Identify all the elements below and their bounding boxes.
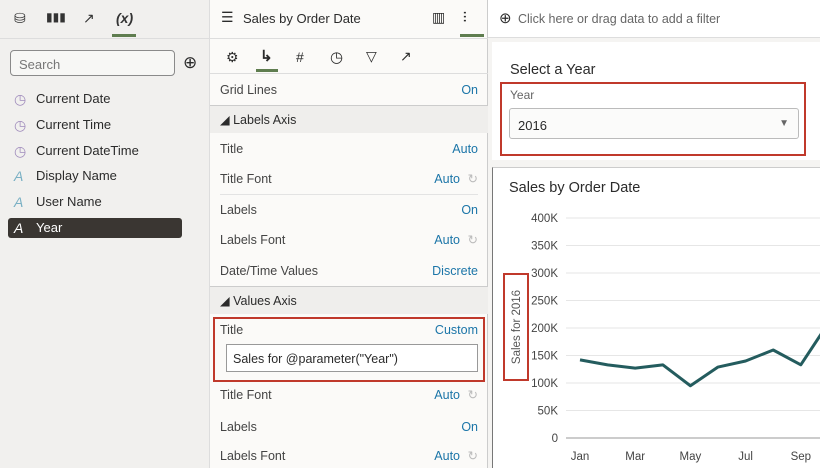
y-tick-label: 400K bbox=[531, 213, 558, 225]
row-value[interactable]: On bbox=[461, 413, 478, 441]
x-tick-label: Jan bbox=[571, 451, 590, 463]
text-param-icon: A bbox=[14, 218, 23, 238]
y-tick-label: 0 bbox=[552, 433, 558, 445]
row-label: Date/Time Values bbox=[220, 264, 318, 278]
row-value[interactable]: Discrete bbox=[432, 257, 478, 285]
item-label: Display Name bbox=[36, 168, 117, 183]
x-tick-label: Jul bbox=[738, 451, 753, 463]
analytics-icon[interactable]: ↗ bbox=[400, 48, 412, 65]
section-values-axis[interactable]: ◢ Values Axis bbox=[210, 286, 488, 314]
title-row[interactable]: Title Auto bbox=[220, 135, 478, 163]
bar-chart-icon[interactable]: ▮▮▮ bbox=[46, 10, 66, 24]
row-label: Grid Lines bbox=[220, 83, 277, 97]
text-param-icon: A bbox=[14, 166, 23, 186]
grid-lines-row[interactable]: Grid Lines On bbox=[220, 76, 478, 104]
database-icon[interactable]: ⛁ bbox=[14, 10, 26, 27]
reset-icon[interactable]: ↻ bbox=[468, 165, 478, 193]
item-label: Current Date bbox=[36, 91, 110, 106]
x-tick-label: Sep bbox=[791, 451, 811, 463]
row-label: Title bbox=[220, 142, 243, 156]
row-value[interactable]: Auto bbox=[434, 442, 460, 470]
filter-icon[interactable]: ▽ bbox=[366, 48, 377, 65]
row-value[interactable]: On bbox=[461, 76, 478, 104]
item-label: Year bbox=[36, 220, 62, 235]
data-panel: ⛁ ▮▮▮ ↗ (x) Search ⊕ ◷ Current Date ◷ Curr… bbox=[0, 0, 210, 468]
values-title-row[interactable]: Title Custom bbox=[220, 316, 478, 344]
item-label: User Name bbox=[36, 194, 102, 209]
row-value[interactable]: Auto bbox=[452, 135, 478, 163]
line-chart-icon: ☰ bbox=[221, 9, 234, 26]
row-value[interactable]: Auto bbox=[434, 165, 460, 193]
clock-param-icon: ◷ bbox=[14, 141, 26, 161]
values-labels-font-row[interactable]: Labels Font Auto ↻ bbox=[220, 442, 478, 470]
title-font-row[interactable]: Title Font Auto ↻ bbox=[220, 165, 478, 193]
list-item-selected[interactable]: A Year bbox=[8, 218, 182, 238]
y-tick-label: 50K bbox=[538, 406, 559, 418]
list-item[interactable]: ◷ Current Time bbox=[8, 115, 182, 135]
reset-icon[interactable]: ↻ bbox=[468, 226, 478, 254]
row-label: Labels bbox=[220, 420, 257, 434]
axis-icon[interactable]: ↳ bbox=[260, 47, 273, 65]
properties-icon[interactable]: ⫶ bbox=[463, 9, 467, 26]
section-title: Labels Axis bbox=[233, 113, 296, 127]
variable-icon[interactable]: (x) bbox=[116, 10, 133, 26]
row-value[interactable]: Custom bbox=[435, 316, 478, 344]
values-title-font-row[interactable]: Title Font Auto ↻ bbox=[220, 381, 478, 409]
row-value[interactable]: Auto bbox=[434, 381, 460, 409]
properties-panel: ☰ Sales by Order Date ▥ ⫶ ⚙ ↳ # ◷ ▽ ↗ Gr… bbox=[210, 0, 488, 468]
list-item[interactable]: ◷ Current DateTime bbox=[8, 141, 182, 161]
search-input[interactable]: Search bbox=[10, 50, 175, 76]
clock-param-icon: ◷ bbox=[14, 89, 26, 109]
values-labels-row[interactable]: Labels On bbox=[220, 413, 478, 441]
item-label: Current DateTime bbox=[36, 143, 139, 158]
reset-icon[interactable]: ↻ bbox=[468, 381, 478, 409]
datetime-values-row[interactable]: Date/Time Values Discrete bbox=[220, 257, 478, 285]
gear-icon[interactable]: ⚙ bbox=[226, 49, 239, 66]
clock-param-icon: ◷ bbox=[14, 115, 26, 135]
text-param-icon: A bbox=[14, 192, 23, 212]
row-label: Labels bbox=[220, 203, 257, 217]
number-format-icon[interactable]: # bbox=[296, 49, 304, 65]
y-tick-label: 250K bbox=[531, 296, 558, 308]
values-title-input[interactable]: Sales for @parameter("Year") bbox=[226, 344, 478, 372]
viz-title: Sales by Order Date bbox=[243, 11, 361, 26]
canvas: ⊕ Click here or drag data to add a filte… bbox=[488, 0, 820, 468]
labels-font-row[interactable]: Labels Font Auto ↻ bbox=[220, 226, 478, 254]
x-tick-label: May bbox=[680, 451, 702, 463]
list-item[interactable]: A User Name bbox=[8, 192, 182, 212]
item-label: Current Time bbox=[36, 117, 111, 132]
row-label: Title bbox=[220, 323, 243, 337]
row-label: Labels Font bbox=[220, 233, 285, 247]
clock-icon[interactable]: ◷ bbox=[330, 48, 343, 66]
row-value[interactable]: On bbox=[461, 196, 478, 224]
list-item[interactable]: ◷ Current Date bbox=[8, 89, 182, 109]
row-label: Labels Font bbox=[220, 449, 285, 463]
section-title: Values Axis bbox=[233, 294, 297, 308]
x-tick-label: Mar bbox=[625, 451, 645, 463]
labels-row[interactable]: Labels On bbox=[220, 196, 478, 224]
add-icon[interactable]: ⊕ bbox=[183, 53, 197, 73]
row-label: Title Font bbox=[220, 388, 272, 402]
trend-icon[interactable]: ↗ bbox=[83, 10, 95, 27]
y-tick-label: 100K bbox=[531, 378, 558, 390]
y-tick-label: 350K bbox=[531, 241, 558, 253]
y-tick-label: 200K bbox=[531, 323, 558, 335]
list-item[interactable]: A Display Name bbox=[8, 166, 182, 186]
sales-series-line bbox=[580, 323, 820, 386]
reset-icon[interactable]: ↻ bbox=[468, 442, 478, 470]
y-tick-label: 300K bbox=[531, 268, 558, 280]
line-chart: 0 50K 100K 150K 200K 250K 300K 350K 400K Jan Mar Ma… bbox=[488, 0, 820, 468]
section-labels-axis[interactable]: ◢ Labels Axis bbox=[210, 105, 488, 133]
highlight-box bbox=[503, 273, 529, 381]
row-value[interactable]: Auto bbox=[434, 226, 460, 254]
row-label: Title Font bbox=[220, 172, 272, 186]
layout-icon[interactable]: ▥ bbox=[432, 9, 445, 26]
active-tab-indicator bbox=[112, 34, 136, 37]
y-tick-label: 150K bbox=[531, 351, 558, 363]
